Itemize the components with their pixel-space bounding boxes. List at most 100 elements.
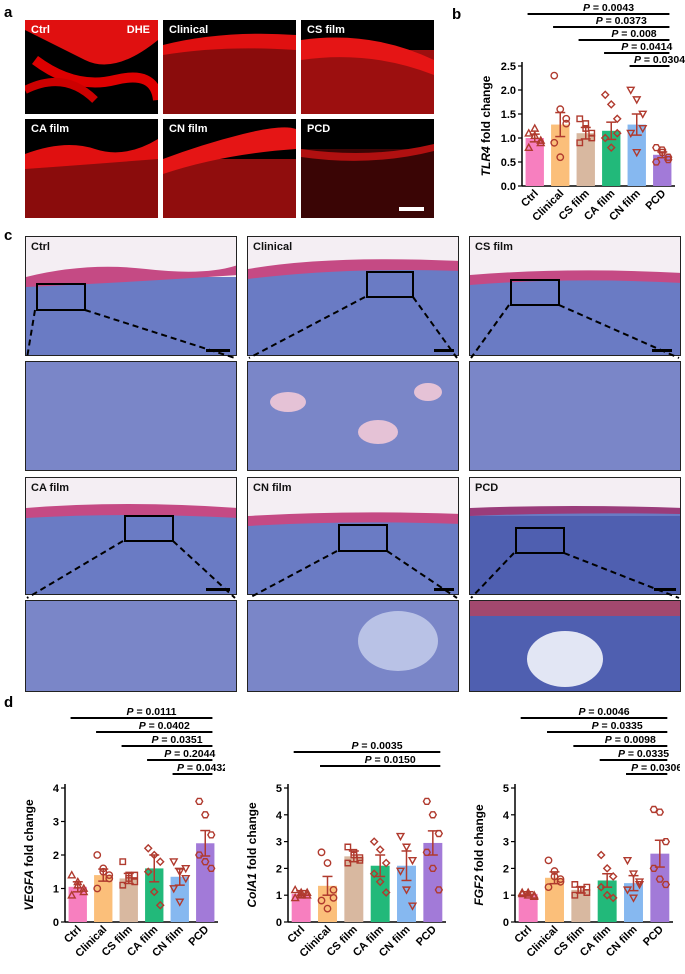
zoom-connector-lines: [26, 296, 680, 599]
data-point: [329, 893, 338, 902]
bar: [576, 133, 595, 186]
data-point: [658, 146, 667, 154]
data-point: [125, 875, 133, 882]
zoom-region-box: [338, 524, 388, 552]
data-point: [290, 893, 300, 902]
significance-label: P = 0.008: [611, 28, 656, 40]
data-point: [105, 871, 114, 880]
data-point: [661, 837, 671, 846]
significance-label: P = 0.0373: [596, 15, 647, 27]
zoom-region-box: [36, 283, 86, 311]
scale-bar: [206, 349, 230, 352]
dhe-image-pcd: PCD: [301, 119, 434, 218]
bar: [545, 877, 564, 922]
data-point: [600, 90, 610, 100]
data-point: [530, 123, 540, 132]
he-zoom-ca-film: [25, 600, 237, 692]
data-point: [344, 859, 352, 867]
dhe-label-ca-film: CA film: [31, 123, 70, 135]
he-overview-clinical: Clinical: [247, 236, 459, 356]
data-point: [588, 129, 596, 137]
data-point: [296, 887, 306, 896]
data-point: [655, 808, 665, 816]
dhe-label-ctrl: Ctrl: [31, 24, 50, 36]
scale-bar: [434, 588, 454, 591]
data-point: [131, 878, 139, 886]
dhe-image-ctrl: Ctrl DHE: [25, 20, 158, 114]
data-point: [375, 845, 385, 855]
he-zoom-cs-film: [469, 361, 681, 471]
data-point: [323, 859, 332, 867]
panel-label-b: b: [452, 6, 462, 23]
data-point: [544, 883, 553, 892]
data-point: [169, 885, 179, 894]
data-point: [550, 138, 559, 147]
he-zoom-pcd: [469, 600, 681, 692]
data-point: [626, 129, 636, 139]
y-tick-label: 1.5: [501, 109, 516, 121]
significance-label: P = 0.0335: [592, 720, 643, 732]
data-point: [664, 153, 673, 161]
significance-label: P = 0.0043: [583, 2, 634, 14]
y-axis-label: FGF2 fold change: [472, 804, 486, 906]
he-overview-pcd: PCD: [469, 477, 681, 595]
data-point: [602, 890, 612, 900]
data-point: [407, 856, 418, 866]
significance-label: P = 0.0414: [621, 41, 672, 53]
data-point: [529, 890, 539, 899]
dhe-label-cs-film: CS film: [307, 24, 345, 36]
data-point: [649, 864, 659, 873]
y-axis-label: ColA1 fold change: [245, 802, 259, 908]
data-point: [149, 850, 159, 860]
dhe-image-ca-film: CA film: [25, 119, 158, 218]
data-point: [99, 867, 108, 876]
he-label-clinical: Clinical: [253, 241, 293, 253]
he-label-ctrl: Ctrl: [31, 241, 50, 253]
data-point: [201, 811, 210, 819]
data-point: [329, 885, 338, 894]
data-point: [652, 143, 661, 152]
data-point: [550, 71, 559, 80]
data-point: [562, 119, 571, 128]
data-point: [105, 874, 114, 883]
data-point: [143, 867, 153, 877]
y-tick-label: 2: [503, 863, 509, 875]
data-point: [79, 883, 89, 892]
significance-label: P = 0.0150: [365, 754, 416, 766]
data-point: [119, 858, 127, 866]
data-point: [302, 887, 312, 896]
data-point: [606, 143, 616, 152]
data-point: [381, 888, 391, 897]
dhe-image-cs-film: CS film: [301, 20, 434, 114]
data-point: [131, 871, 139, 879]
data-point: [632, 148, 642, 158]
significance-label: P = 0.0046: [578, 706, 629, 718]
y-tick-label: 4: [503, 810, 510, 822]
scale-bar: [206, 588, 230, 591]
data-point: [422, 848, 432, 856]
he-label-ca-film: CA film: [31, 482, 70, 494]
data-point: [536, 137, 546, 147]
data-point: [622, 886, 633, 895]
panel-label-a: a: [4, 4, 13, 21]
data-point: [556, 105, 565, 114]
y-tick-label: 5: [276, 783, 282, 795]
dhe-stain-label: DHE: [126, 24, 150, 36]
y-tick-label: 2.0: [501, 85, 516, 97]
data-point: [608, 872, 618, 881]
zoom-region-box: [515, 527, 565, 554]
data-point: [317, 896, 326, 905]
data-point: [571, 891, 579, 899]
y-tick-label: 1.0: [501, 133, 516, 145]
x-tick-label: PCD: [641, 924, 666, 949]
significance-label: P = 0.2044: [164, 748, 215, 760]
bar: [196, 843, 215, 922]
data-point: [530, 130, 540, 140]
data-point: [296, 890, 306, 899]
data-point: [550, 867, 559, 875]
significance-label: P = 0.0351: [151, 734, 202, 746]
y-tick-label: 0.5: [501, 157, 516, 169]
